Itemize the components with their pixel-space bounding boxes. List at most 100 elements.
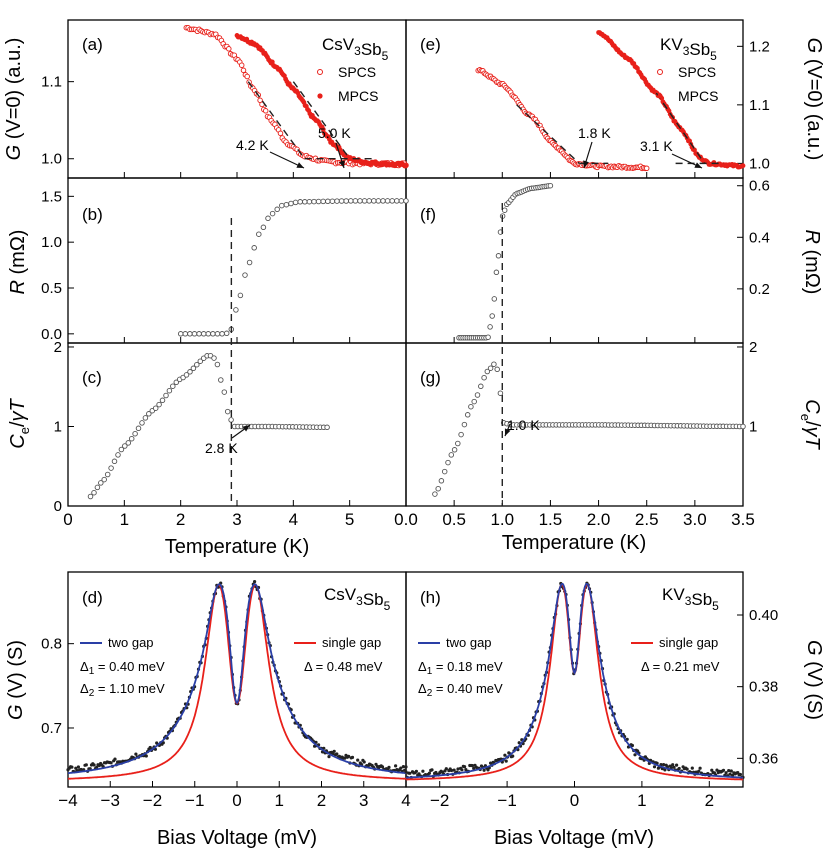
xtick-label: −1 [185,791,204,810]
ytick-label: 1.0 [749,155,770,172]
fit-label-two-gap: Δ2 = 1.10 meV [80,681,165,699]
data-point [484,368,491,375]
data-point [210,331,216,337]
fit-two-gap [406,583,743,779]
data-point [327,755,331,759]
data-point [430,768,434,772]
data-point [76,765,80,769]
data-point [306,198,313,205]
series-f-r [456,182,554,341]
ytick-label: 0.7 [41,720,62,737]
panel-label-a: (a) [82,35,103,54]
data-point [240,67,247,74]
legend-marker-open [657,69,663,75]
data-point [547,182,554,189]
ytick-label: 1 [749,418,757,435]
data-point [455,440,461,447]
data-point [200,331,207,337]
data-point [731,773,735,777]
ylabel-a: G (V=0) (a.u.) [3,38,25,161]
data-point [242,272,248,278]
data-point [196,331,202,337]
data-point [148,745,152,750]
xtick-label: −3 [101,791,120,810]
data-point [221,389,228,395]
data-point [501,207,508,213]
data-point [91,489,97,496]
data-point [159,397,166,404]
data-point [283,201,290,208]
xtick-label: 4 [289,510,298,529]
data-point [435,485,441,492]
legend-label: SPCS [678,64,716,80]
data-point [108,465,114,471]
xtick-label: 0 [63,510,72,529]
ytick-label: 1.0 [41,234,62,251]
xtick-label: 1 [637,791,646,810]
ytick-label: 0.36 [749,750,778,767]
data-point [633,753,637,757]
data-point [448,452,455,458]
annotation-a: 5.0 K [318,125,351,141]
xtick-label: 1 [120,510,129,529]
data-point [474,392,481,398]
data-point [253,580,257,584]
data-point [173,379,180,386]
data-point [375,198,382,204]
data-point [493,269,500,276]
data-point [142,415,149,421]
data-point [135,425,142,432]
data-point [311,198,317,205]
data-point [724,771,728,775]
xtick-label: 3.5 [731,510,755,529]
data-point [471,398,477,405]
fit-label-two-gap: Δ2 = 0.40 meV [418,681,503,699]
ytick-label: 0.8 [41,636,62,653]
data-point [690,766,694,770]
data-point [84,763,88,767]
panel-label-d: (d) [82,588,103,607]
data-point [366,198,372,204]
data-point [260,224,267,231]
data-point [211,355,217,361]
data-point [421,769,425,773]
data-point [727,769,731,773]
data-point [697,769,701,773]
data-point [74,766,78,770]
data-point [504,759,508,763]
data-point [269,210,276,217]
data-point [350,755,355,760]
data-point [449,768,454,773]
legend-two-gap: two gap [108,635,154,650]
data-point [246,259,253,266]
xtick-label: 5 [345,510,354,529]
data-point [125,440,132,446]
data-point [408,771,412,775]
data-point [389,198,395,204]
fit-two-gap [67,583,407,775]
data-point [132,430,138,437]
data-point [491,296,498,302]
xtick-label: 1.0 [490,510,514,529]
data-point [224,408,231,415]
data-point [324,424,330,431]
data-point [214,361,221,368]
ylabel-h: G (V) (S) [803,640,825,720]
data-point [219,331,225,337]
legend-two-gap: two gap [446,635,492,650]
xtick-label: 2 [705,791,714,810]
data-point [94,484,101,491]
data-point [288,200,294,207]
ytick-label: 2 [54,339,62,356]
legend-label: MPCS [678,88,718,104]
data-point [183,372,190,378]
guide-e-3 [655,92,706,164]
data-point [118,446,125,453]
xtick-label: 2.5 [635,510,659,529]
xtick-label: 0.0 [394,510,418,529]
data-point [337,754,341,758]
series-e-mpcs [596,30,746,170]
xtick-label: −2 [143,791,162,810]
data-point [95,765,99,770]
data-point [468,403,474,410]
